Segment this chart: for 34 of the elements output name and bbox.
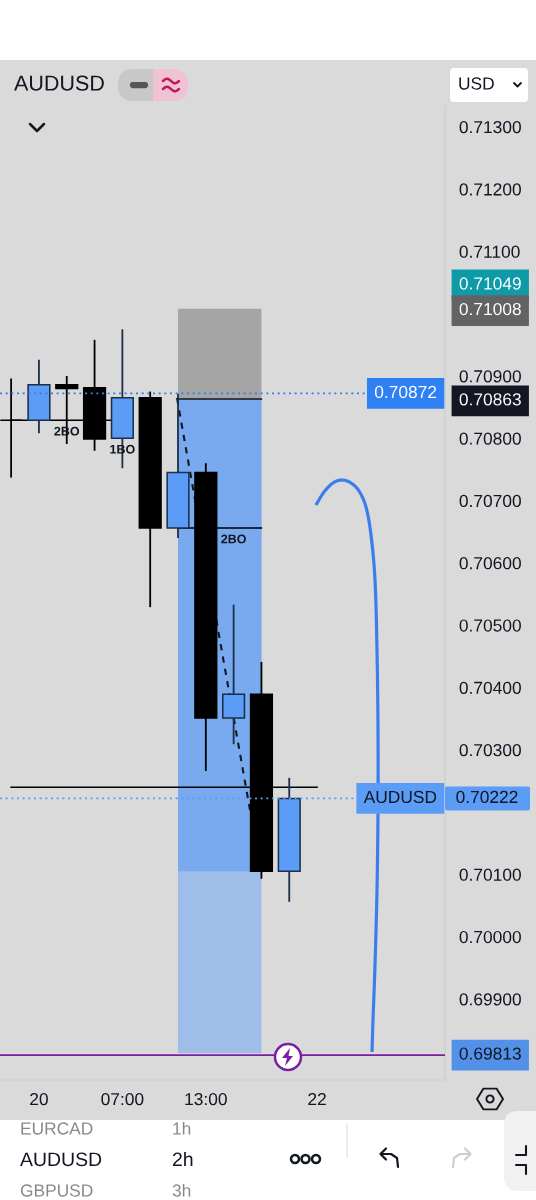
y-tick-label: 0.69813 — [459, 1047, 521, 1060]
y-tick-label: 0.71300 — [459, 120, 521, 134]
x-tick-label: 07:00 — [101, 1092, 144, 1106]
y-tick-label: 0.71008 — [459, 302, 521, 316]
text: EURCAD — [21, 1122, 93, 1135]
x-tick-label: 20 — [30, 1092, 48, 1106]
candlestick — [222, 603, 246, 746]
y-tick-label: 0.70300 — [459, 743, 521, 757]
ref-line-label: 0.70222 — [456, 790, 518, 804]
chart-title: AUDUSD — [14, 75, 104, 91]
y-tick-label: 0.70100 — [459, 868, 521, 881]
text: GBPUSD — [20, 1184, 93, 1197]
x-tick-label: 13:00 — [185, 1092, 227, 1106]
y-tick-label: 0.70400 — [459, 681, 521, 694]
y-tick-label: 0.70700 — [459, 494, 521, 508]
x-tick-label: 22 — [308, 1092, 326, 1106]
y-tick-label: 0.70600 — [459, 557, 521, 570]
y-tick-label: 0.71100 — [459, 245, 520, 258]
y-tick-label: 0.70863 — [459, 393, 521, 406]
series-label: 2BO — [221, 534, 246, 544]
annotation: AUDUSD — [363, 790, 437, 804]
text: 1h — [173, 1121, 191, 1135]
text: 2h — [172, 1151, 193, 1167]
y-tick-label: 0.70900 — [459, 370, 521, 383]
ref-line-label: 0.70872 — [374, 385, 437, 399]
y-tick-label: 0.70500 — [459, 619, 521, 632]
y-tick-label: 0.70000 — [459, 930, 521, 944]
y-tick-label: 0.70800 — [459, 432, 521, 445]
y-tick-label: 0.71200 — [459, 183, 521, 196]
y-tick-label: 0.71049 — [459, 277, 521, 290]
text: 3h — [172, 1183, 191, 1197]
y-tick-label: 0.69900 — [459, 993, 521, 1006]
y-axis-title: USD — [459, 77, 494, 90]
text: AUDUSD — [20, 1152, 102, 1167]
